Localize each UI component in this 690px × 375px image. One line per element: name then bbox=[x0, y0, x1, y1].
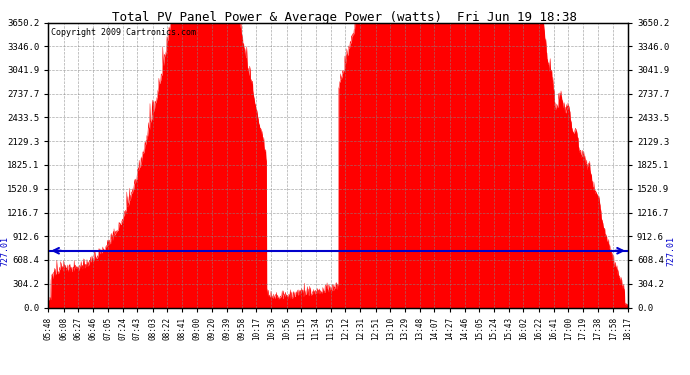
Text: 727.01: 727.01 bbox=[0, 236, 10, 266]
Text: Total PV Panel Power & Average Power (watts)  Fri Jun 19 18:38: Total PV Panel Power & Average Power (wa… bbox=[112, 11, 578, 24]
Text: 727.01: 727.01 bbox=[667, 236, 676, 266]
Text: Copyright 2009 Cartronics.com: Copyright 2009 Cartronics.com bbox=[51, 28, 196, 37]
